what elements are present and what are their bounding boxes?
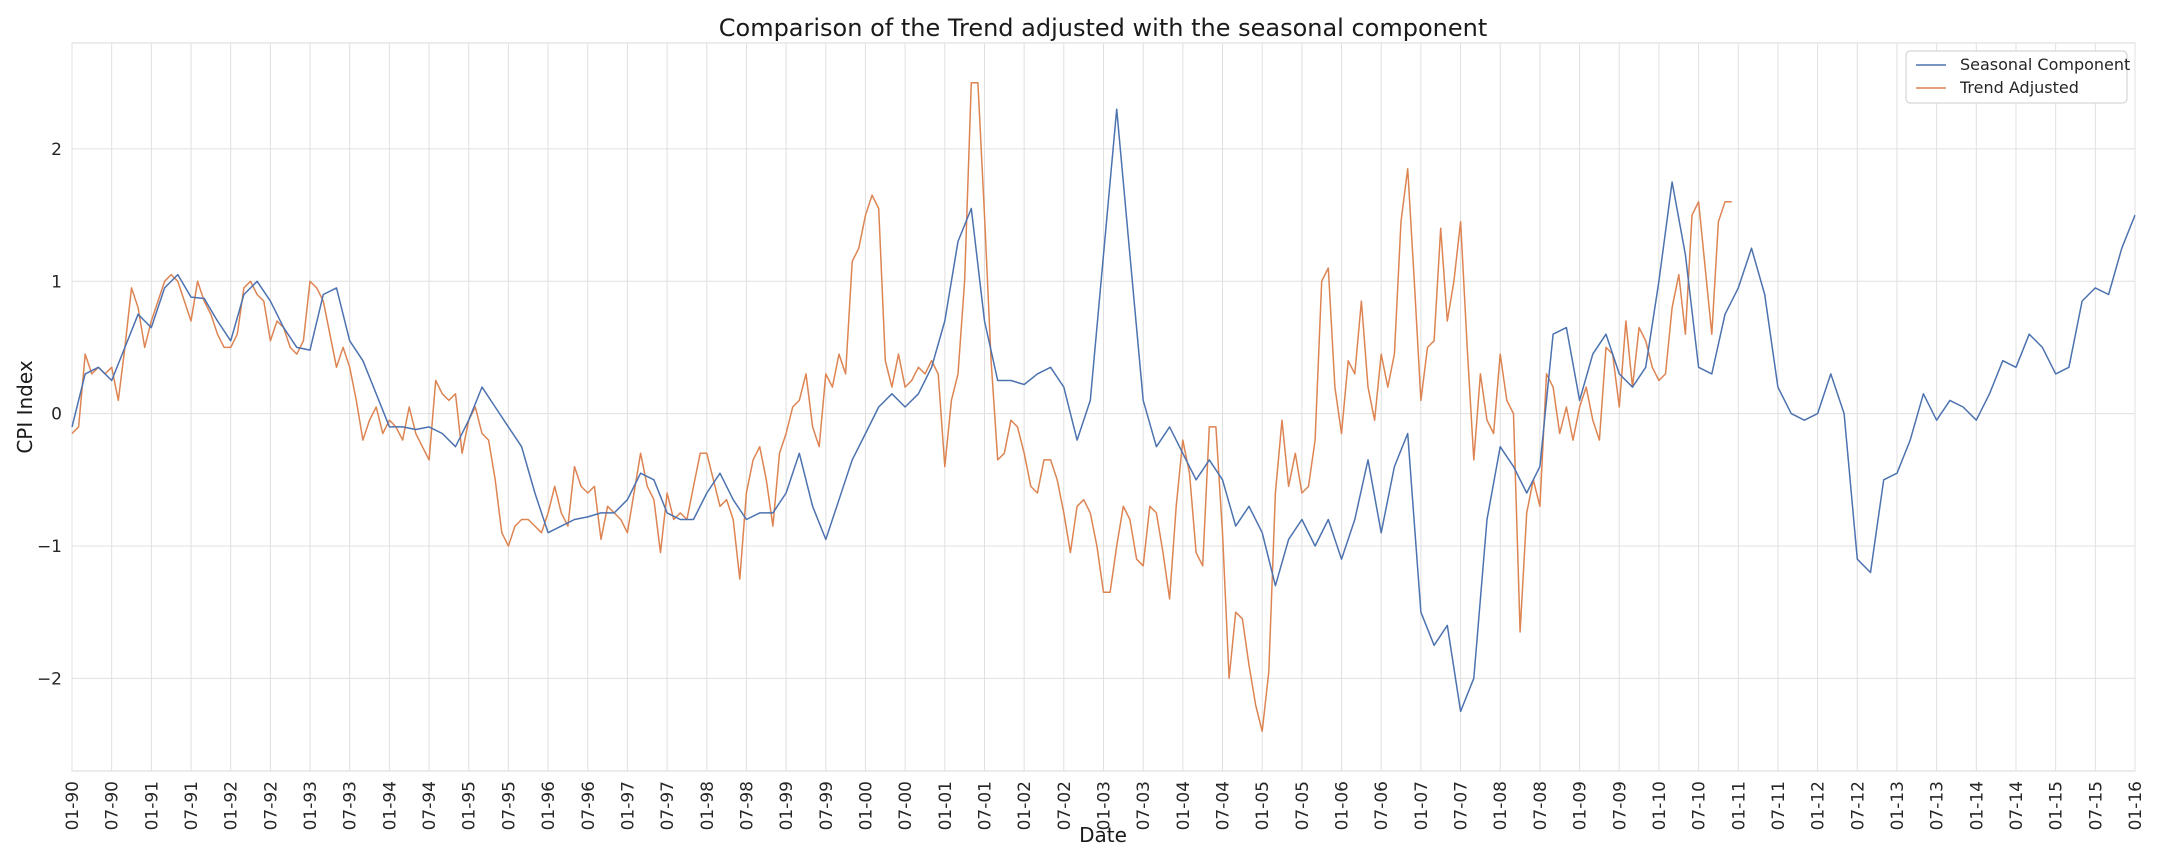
y-axis-ticks: 2 1 0 −1 −2 bbox=[37, 140, 62, 689]
x-tick-label: 07-09 bbox=[1610, 781, 1630, 830]
x-tick-label: 01-15 bbox=[2047, 781, 2067, 830]
x-tick-label: 07-90 bbox=[103, 781, 123, 830]
x-tick-label: 07-10 bbox=[1690, 781, 1710, 830]
series-line-trend-adjusted bbox=[71, 81, 1732, 733]
x-tick-label: 07-91 bbox=[182, 781, 202, 830]
x-tick-label: 07-96 bbox=[579, 781, 599, 830]
x-tick-label: 01-01 bbox=[936, 781, 956, 830]
x-tick-label: 07-92 bbox=[261, 781, 281, 830]
x-tick-label: 07-07 bbox=[1452, 781, 1472, 830]
series-line-seasonal-component bbox=[71, 108, 2136, 713]
series-layer bbox=[71, 81, 2136, 733]
x-tick-label: 07-98 bbox=[737, 781, 757, 830]
chart-title: Comparison of the Trend adjusted with th… bbox=[719, 14, 1488, 42]
x-tick-label: 07-11 bbox=[1769, 781, 1789, 830]
x-tick-label: 01-03 bbox=[1095, 781, 1115, 830]
x-tick-label: 07-99 bbox=[817, 781, 837, 830]
x-tick-label: 01-14 bbox=[1967, 781, 1987, 830]
x-tick-label: 07-01 bbox=[975, 781, 995, 830]
x-tick-label: 07-94 bbox=[420, 781, 440, 830]
x-tick-label: 07-13 bbox=[1928, 781, 1948, 830]
x-tick-label: 07-04 bbox=[1214, 781, 1234, 830]
x-tick-label: 01-96 bbox=[539, 781, 559, 830]
x-tick-label: 07-06 bbox=[1372, 781, 1392, 830]
x-tick-label: 01-05 bbox=[1253, 781, 1273, 830]
x-tick-label: 07-12 bbox=[1848, 781, 1868, 830]
x-tick-label: 01-09 bbox=[1571, 781, 1591, 830]
x-tick-label: 01-94 bbox=[380, 781, 400, 830]
y-tick-label: 2 bbox=[51, 140, 62, 160]
x-tick-label: 01-93 bbox=[301, 781, 321, 830]
legend-label-trend-adjusted: Trend Adjusted bbox=[1959, 78, 2079, 97]
x-tick-label: 01-97 bbox=[618, 781, 638, 830]
x-tick-label: 07-97 bbox=[658, 781, 678, 830]
x-tick-label: 01-12 bbox=[1809, 781, 1829, 830]
x-tick-label: 01-13 bbox=[1888, 781, 1908, 830]
x-tick-label: 07-05 bbox=[1293, 781, 1313, 830]
x-tick-label: 01-92 bbox=[222, 781, 242, 830]
legend: Seasonal Component Trend Adjusted bbox=[1905, 50, 2130, 104]
legend-label-seasonal-component: Seasonal Component bbox=[1960, 55, 2130, 74]
x-tick-label: 01-16 bbox=[2126, 781, 2146, 830]
x-tick-label: 07-14 bbox=[2007, 781, 2027, 830]
x-tick-label: 01-99 bbox=[777, 781, 797, 830]
x-tick-label: 01-08 bbox=[1491, 781, 1511, 830]
x-axis-label: Date bbox=[1079, 823, 1127, 847]
legend-box bbox=[1905, 50, 2128, 104]
y-tick-label: 0 bbox=[51, 405, 62, 425]
x-tick-label: 01-91 bbox=[142, 781, 162, 830]
y-tick-label: −1 bbox=[37, 537, 62, 557]
x-tick-label: 01-10 bbox=[1650, 781, 1670, 830]
x-tick-label: 01-11 bbox=[1729, 781, 1749, 830]
x-tick-label: 07-15 bbox=[2086, 781, 2106, 830]
x-tick-label: 07-00 bbox=[896, 781, 916, 830]
x-tick-label: 01-07 bbox=[1412, 781, 1432, 830]
x-tick-label: 07-93 bbox=[341, 781, 361, 830]
y-axis-label: CPI Index bbox=[13, 360, 37, 454]
x-tick-label: 01-00 bbox=[856, 781, 876, 830]
x-tick-label: 07-08 bbox=[1531, 781, 1551, 830]
y-tick-label: 1 bbox=[51, 272, 62, 292]
x-tick-label: 01-02 bbox=[1015, 781, 1035, 830]
x-tick-label: 01-06 bbox=[1333, 781, 1353, 830]
x-tick-label: 01-95 bbox=[460, 781, 480, 830]
x-tick-label: 01-90 bbox=[63, 781, 83, 830]
x-tick-label: 07-03 bbox=[1134, 781, 1154, 830]
x-tick-label: 07-95 bbox=[499, 781, 519, 830]
y-tick-label: −2 bbox=[37, 669, 62, 689]
x-tick-label: 01-98 bbox=[698, 781, 718, 830]
x-tick-label: 07-02 bbox=[1055, 781, 1075, 830]
x-axis-ticks: 01-90 07-90 01-91 07-91 01-92 07-92 01-93 07-93… bbox=[63, 781, 2146, 830]
x-tick-label: 01-04 bbox=[1174, 781, 1194, 830]
